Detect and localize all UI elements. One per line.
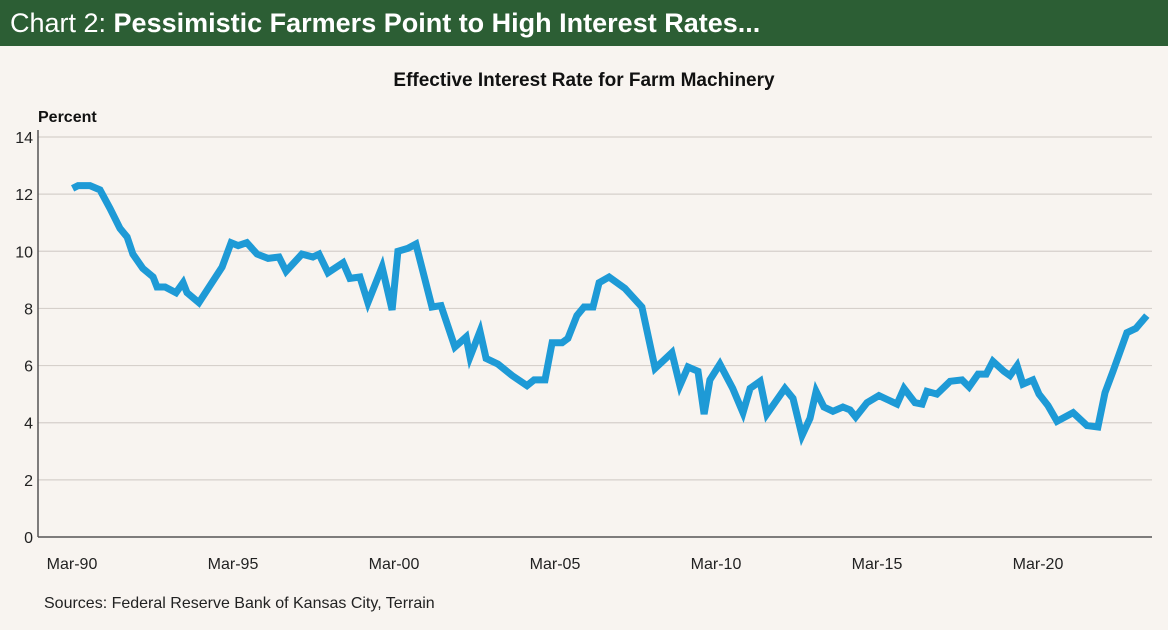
- y-axis-label: Percent: [38, 109, 97, 126]
- chart-number: Chart 2:: [10, 8, 114, 38]
- x-tick-label: Mar-00: [369, 556, 420, 573]
- x-tick-label: Mar-15: [852, 556, 903, 573]
- sources-note: Sources: Federal Reserve Bank of Kansas …: [44, 595, 435, 612]
- x-tick-label: Mar-90: [47, 556, 98, 573]
- interest-rate-line: [71, 182, 1150, 447]
- x-tick-label: Mar-05: [530, 556, 581, 573]
- y-tick-label: 14: [15, 130, 33, 147]
- chart-title: Effective Interest Rate for Farm Machine…: [393, 70, 775, 91]
- x-tick-label: Mar-95: [208, 556, 259, 573]
- x-tick-label: Mar-20: [1013, 556, 1064, 573]
- y-tick-label: 6: [24, 359, 33, 376]
- x-tick-label: Mar-10: [691, 556, 742, 573]
- y-tick-label: 4: [24, 416, 33, 433]
- y-tick-label: 0: [24, 530, 33, 547]
- y-tick-label: 8: [24, 301, 33, 318]
- y-tick-label: 10: [15, 244, 33, 261]
- y-tick-label: 12: [15, 187, 33, 204]
- y-tick-label: 2: [24, 473, 33, 490]
- header-title: Pessimistic Farmers Point to High Intere…: [113, 8, 761, 38]
- chart-header: Chart 2: Pessimistic Farmers Point to Hi…: [0, 0, 1168, 46]
